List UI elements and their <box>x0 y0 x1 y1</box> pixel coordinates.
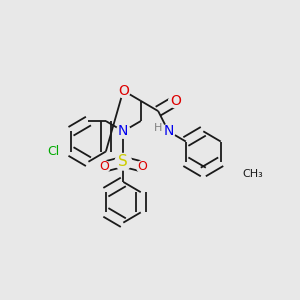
Circle shape <box>161 124 175 138</box>
Text: O: O <box>138 160 148 173</box>
Circle shape <box>136 160 149 173</box>
Circle shape <box>115 153 132 170</box>
Text: N: N <box>163 124 174 138</box>
Text: N: N <box>118 124 128 138</box>
Circle shape <box>46 144 61 159</box>
Circle shape <box>169 94 182 108</box>
Circle shape <box>116 84 130 98</box>
Text: O: O <box>170 94 181 108</box>
Text: CH₃: CH₃ <box>242 169 263 178</box>
Text: O: O <box>118 84 129 98</box>
Text: H: H <box>154 123 162 133</box>
Text: Cl: Cl <box>47 145 60 158</box>
Text: S: S <box>118 154 128 169</box>
Circle shape <box>98 160 110 173</box>
Text: O: O <box>99 160 109 173</box>
Circle shape <box>116 124 130 138</box>
